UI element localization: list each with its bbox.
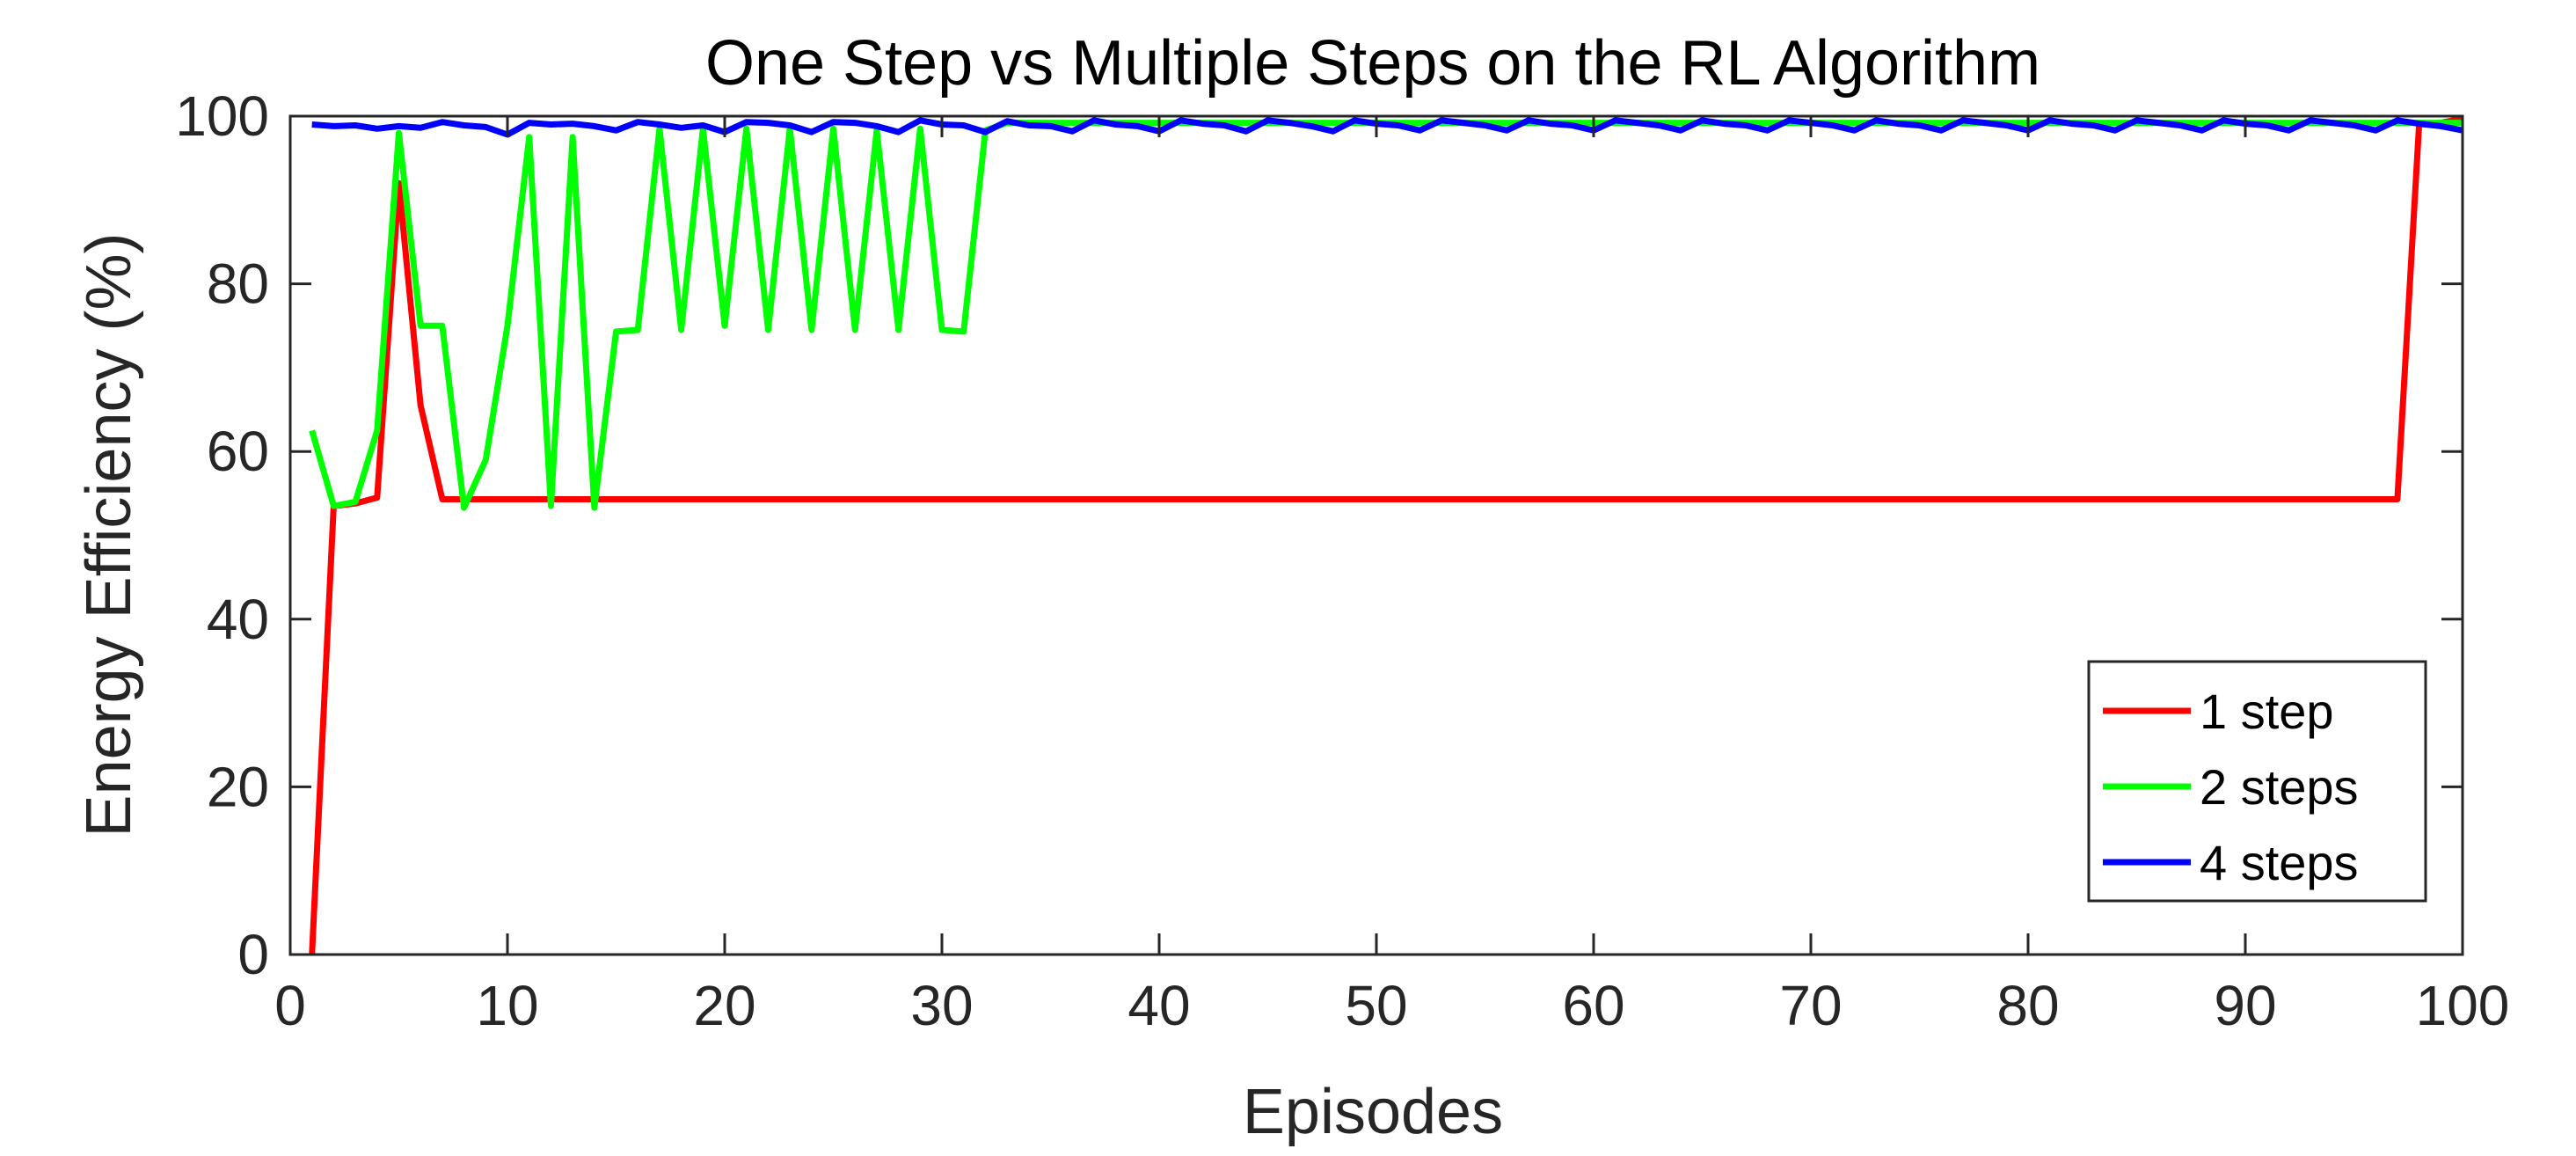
x-tick-label: 90: [2214, 974, 2276, 1037]
y-tick-label: 60: [207, 420, 269, 483]
y-axis: 0 20 40 60 80 100: [175, 84, 2463, 986]
y-tick-label: 100: [175, 84, 269, 148]
y-tick-label: 40: [207, 588, 269, 651]
x-tick-label: 100: [2416, 974, 2510, 1037]
x-axis: 0 10 20 30 40 50 60 70 80 90 100: [274, 116, 2509, 1037]
x-tick-label: 10: [476, 974, 538, 1037]
series-layer: [309, 115, 2463, 955]
x-tick-label: 70: [1779, 974, 1842, 1037]
series-line-1: [309, 115, 2463, 955]
chart-title: One Step vs Multiple Steps on the RL Alg…: [705, 28, 2040, 99]
x-axis-label: Episodes: [1243, 1077, 1503, 1147]
series-line-3: [311, 117, 2463, 138]
legend: 1 step 2 steps 4 steps: [2087, 660, 2427, 903]
legend-label: 4 steps: [2200, 835, 2359, 890]
x-tick-label: 60: [1562, 974, 1624, 1037]
y-tick-label: 20: [207, 755, 269, 818]
y-tick-label: 80: [207, 252, 269, 316]
x-tick-label: 0: [274, 974, 306, 1037]
x-tick-label: 50: [1345, 974, 1407, 1037]
x-tick-label: 30: [910, 974, 973, 1037]
y-tick-label: 0: [237, 923, 269, 986]
x-tick-label: 40: [1127, 974, 1190, 1037]
legend-label: 2 steps: [2200, 759, 2359, 815]
y-axis-label: Energy Efficiency (%): [74, 233, 144, 838]
x-tick-label: 80: [1996, 974, 2059, 1037]
x-tick-label: 20: [693, 974, 755, 1037]
legend-label: 1 step: [2200, 684, 2334, 739]
